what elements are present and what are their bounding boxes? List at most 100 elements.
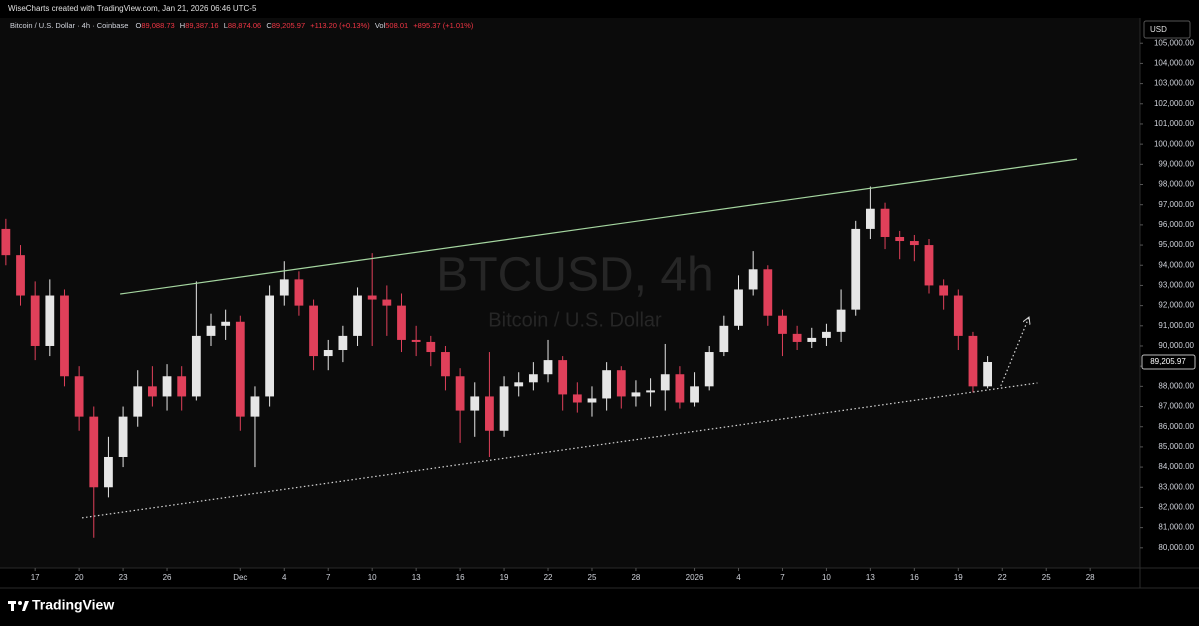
x-tick-label: 23: [119, 573, 128, 582]
candle-body: [265, 295, 275, 397]
ohlc-value: 89,088.73: [141, 21, 175, 30]
candle-body: [983, 362, 993, 387]
candle-body: [807, 337, 817, 342]
candle-body: [909, 241, 919, 246]
candle-body: [426, 341, 436, 353]
y-tick-label: 91,000.00: [1158, 321, 1194, 330]
candle-body: [118, 416, 128, 457]
candle-body: [323, 350, 333, 357]
candle-body: [836, 309, 846, 332]
y-tick-label: 102,000.00: [1154, 99, 1195, 108]
y-tick-label: 81,000.00: [1158, 523, 1194, 532]
x-tick-label: 2026: [686, 573, 704, 582]
x-tick-label: 16: [456, 573, 465, 582]
candle-body: [704, 352, 714, 387]
candle-body: [631, 392, 641, 397]
candle-body: [543, 360, 553, 375]
x-tick-label: 28: [631, 573, 640, 582]
y-tick-label: 90,000.00: [1158, 341, 1194, 350]
y-tick-label: 95,000.00: [1158, 240, 1194, 249]
last-price-label: 89,205.97: [1150, 357, 1186, 366]
x-tick-label: 22: [544, 573, 553, 582]
currency-box[interactable]: [1143, 20, 1191, 39]
candle-body: [177, 376, 187, 397]
y-tick-label: 97,000.00: [1158, 200, 1194, 209]
y-tick-label: 85,000.00: [1158, 442, 1194, 451]
candle-body: [250, 396, 260, 417]
candle-body: [338, 335, 348, 351]
x-tick-label: 25: [1042, 573, 1051, 582]
x-tick-label: 22: [998, 573, 1007, 582]
y-tick-label: 84,000.00: [1158, 462, 1194, 471]
y-tick-label: 105,000.00: [1154, 38, 1195, 47]
candle-body: [411, 339, 421, 342]
ohlc-key: H: [179, 21, 186, 30]
credit: WiseCharts created with TradingView.com,…: [8, 4, 257, 13]
candle-body: [953, 295, 963, 336]
candle-body: [616, 370, 626, 397]
candle-body: [880, 208, 890, 237]
change: +113.20 (+0.13%): [310, 21, 370, 30]
y-tick-label: 82,000.00: [1158, 503, 1194, 512]
y-tick-label: 94,000.00: [1158, 260, 1194, 269]
brand: TradingView: [32, 597, 114, 613]
candle-body: [792, 333, 802, 342]
candle-body: [16, 255, 25, 296]
candle-body: [45, 295, 55, 346]
candle-body: [675, 374, 685, 403]
ohlc-value: 88,874.06: [227, 21, 262, 30]
x-tick-label: 26: [163, 573, 172, 582]
candle-body: [104, 456, 113, 488]
y-tick-label: 88,000.00: [1158, 381, 1194, 390]
y-tick-label: 93,000.00: [1158, 281, 1194, 290]
x-tick-label: 4: [282, 573, 287, 582]
brand-logo: [8, 601, 29, 611]
candle-body: [30, 295, 40, 346]
candle-body: [309, 305, 318, 357]
trend-line: [1000, 318, 1029, 387]
candle-body: [734, 289, 743, 326]
candle-body: [514, 382, 524, 387]
x-tick-label: 19: [500, 573, 509, 582]
x-tick-label: 13: [866, 573, 875, 582]
ohlc-value: 89,205.97: [271, 21, 306, 30]
candle-body: [895, 236, 905, 242]
x-tick-label: 4: [736, 573, 741, 582]
x-tick-label: 28: [1086, 573, 1095, 582]
y-tick-label: 98,000.00: [1158, 180, 1194, 189]
candle-body: [382, 299, 392, 306]
x-tick-label: 10: [822, 573, 831, 582]
y-tick-label: 99,000.00: [1158, 159, 1194, 168]
currency: USD: [1150, 25, 1167, 34]
candle-body: [660, 374, 670, 391]
legend: Bitcoin / U.S. Dollar · 4h · Coinbase O8…: [10, 21, 476, 30]
x-tick-label: 19: [954, 573, 963, 582]
x-tick-label: 16: [910, 573, 919, 582]
x-tick-label: 25: [588, 573, 597, 582]
y-tick-label: 104,000.00: [1154, 59, 1195, 68]
y-tick-label: 103,000.00: [1154, 79, 1195, 88]
candle-body: [367, 295, 377, 300]
candle-body: [924, 245, 934, 286]
candle-body: [89, 416, 99, 488]
ohlc-value: 89,387.16: [185, 21, 219, 30]
trend-line: [81, 382, 1038, 519]
candle-body: [294, 279, 304, 306]
candle-body: [748, 269, 758, 290]
candle-body: [587, 398, 597, 403]
candle-body: [279, 279, 289, 296]
candle-body: [147, 386, 157, 397]
candle-body: [865, 208, 875, 229]
last-price-box: [1141, 354, 1196, 370]
candle-body: [206, 325, 216, 336]
y-tick-label: 101,000.00: [1154, 119, 1195, 128]
candle-body: [60, 295, 69, 377]
volume: 508.01: [385, 21, 409, 30]
candle-body: [162, 376, 172, 397]
x-tick-label: 7: [780, 573, 785, 582]
x-tick-label: 10: [368, 573, 377, 582]
ohlc-key: C: [266, 21, 272, 30]
candle-body: [528, 374, 538, 383]
candle-body: [74, 376, 84, 417]
